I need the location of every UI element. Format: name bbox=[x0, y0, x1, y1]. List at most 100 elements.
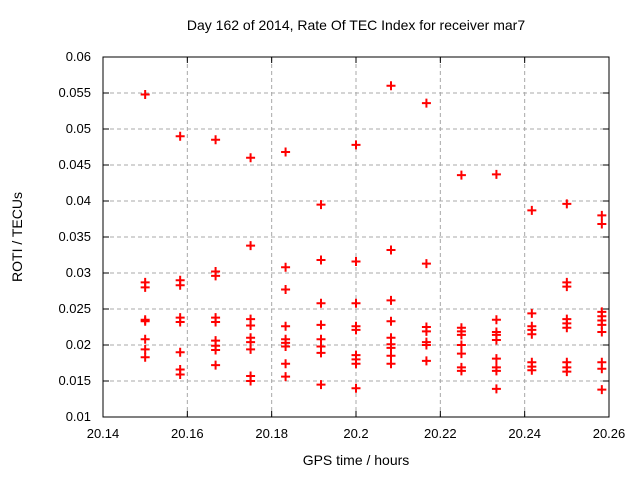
data-point bbox=[491, 384, 501, 394]
data-point bbox=[175, 347, 185, 357]
data-point bbox=[562, 323, 572, 333]
data-point bbox=[597, 219, 607, 229]
data-point bbox=[351, 359, 361, 369]
x-axis-label: GPS time / hours bbox=[302, 452, 410, 468]
axis-frame bbox=[102, 56, 610, 418]
data-point bbox=[562, 367, 572, 377]
data-point bbox=[421, 259, 431, 269]
data-point bbox=[281, 372, 291, 382]
data-point bbox=[211, 317, 221, 327]
data-point bbox=[386, 245, 396, 255]
data-point bbox=[351, 140, 361, 150]
data-point bbox=[597, 364, 607, 374]
data-point bbox=[421, 98, 431, 108]
data-point bbox=[175, 280, 185, 290]
data-points bbox=[140, 81, 607, 395]
data-point bbox=[527, 308, 537, 318]
data-point bbox=[281, 359, 291, 369]
data-point bbox=[597, 210, 607, 220]
y-tick-label: 0.03 bbox=[66, 265, 91, 280]
data-point bbox=[351, 256, 361, 266]
data-point bbox=[211, 135, 221, 145]
data-point bbox=[211, 360, 221, 370]
data-point bbox=[175, 317, 185, 327]
y-axis-label-text: ROTI / TECUs bbox=[9, 192, 25, 282]
data-point bbox=[316, 255, 326, 265]
data-point bbox=[140, 316, 150, 326]
data-point bbox=[456, 366, 466, 376]
data-point bbox=[386, 295, 396, 305]
data-point bbox=[491, 354, 501, 364]
data-point bbox=[562, 282, 572, 292]
data-point bbox=[281, 262, 291, 272]
data-point bbox=[316, 200, 326, 210]
y-tick-label: 0.055 bbox=[58, 85, 91, 100]
y-tick-label: 0.06 bbox=[66, 49, 91, 64]
data-point bbox=[421, 326, 431, 336]
data-point bbox=[351, 383, 361, 393]
data-point bbox=[491, 169, 501, 179]
data-point bbox=[386, 81, 396, 91]
data-point bbox=[140, 344, 150, 354]
data-point bbox=[316, 348, 326, 358]
chart-title: Day 162 of 2014, Rate Of TEC Index for r… bbox=[186, 17, 526, 33]
data-point bbox=[281, 147, 291, 157]
y-tick-label: 0.015 bbox=[58, 373, 91, 388]
x-tick-label: 20.18 bbox=[255, 426, 288, 441]
x-tick-label: 20.24 bbox=[508, 426, 541, 441]
data-point bbox=[421, 356, 431, 366]
data-point bbox=[140, 352, 150, 362]
data-point bbox=[562, 199, 572, 209]
data-point bbox=[456, 349, 466, 359]
grid-lines bbox=[103, 57, 609, 417]
y-tick-label: 0.035 bbox=[58, 229, 91, 244]
data-point bbox=[246, 344, 256, 354]
y-tick-label: 0.05 bbox=[66, 121, 91, 136]
data-point bbox=[527, 205, 537, 215]
data-point bbox=[597, 327, 607, 337]
data-point bbox=[456, 170, 466, 180]
y-tick-label: 0.04 bbox=[66, 193, 91, 208]
x-tick-label: 20.16 bbox=[171, 426, 204, 441]
data-point bbox=[246, 376, 256, 386]
data-point bbox=[281, 285, 291, 295]
data-point bbox=[386, 359, 396, 369]
y-tick-label: 0.02 bbox=[66, 337, 91, 352]
data-point bbox=[386, 351, 396, 361]
data-point bbox=[316, 298, 326, 308]
data-point bbox=[175, 131, 185, 141]
data-point bbox=[386, 316, 396, 326]
data-point bbox=[246, 241, 256, 251]
data-point bbox=[281, 321, 291, 331]
data-point bbox=[491, 315, 501, 325]
data-point bbox=[281, 341, 291, 351]
data-point bbox=[456, 340, 466, 350]
data-point bbox=[140, 89, 150, 99]
data-point bbox=[597, 385, 607, 395]
y-tick-label: 0.01 bbox=[66, 409, 91, 424]
data-point bbox=[351, 298, 361, 308]
x-tick-label: 20.2 bbox=[343, 426, 368, 441]
data-point bbox=[140, 334, 150, 344]
data-point bbox=[527, 365, 537, 375]
tick-labels: 20.14 20.16 20.18 20.2 20.22 20.24 20.26 0.01 0.… bbox=[58, 49, 625, 441]
data-point bbox=[421, 340, 431, 350]
data-point bbox=[316, 320, 326, 330]
data-point bbox=[246, 321, 256, 331]
y-tick-label: 0.045 bbox=[58, 157, 91, 172]
data-point bbox=[491, 366, 501, 376]
data-point bbox=[211, 271, 221, 281]
x-tick-label: 20.26 bbox=[593, 426, 626, 441]
x-tick-label: 20.22 bbox=[424, 426, 457, 441]
data-point bbox=[316, 380, 326, 390]
data-point bbox=[491, 335, 501, 345]
data-point bbox=[211, 345, 221, 355]
data-point bbox=[527, 329, 537, 339]
data-point bbox=[140, 282, 150, 292]
x-tick-label: 20.14 bbox=[87, 426, 120, 441]
data-point bbox=[246, 153, 256, 163]
data-point bbox=[351, 325, 361, 335]
data-point bbox=[386, 343, 396, 353]
data-point bbox=[456, 330, 466, 340]
